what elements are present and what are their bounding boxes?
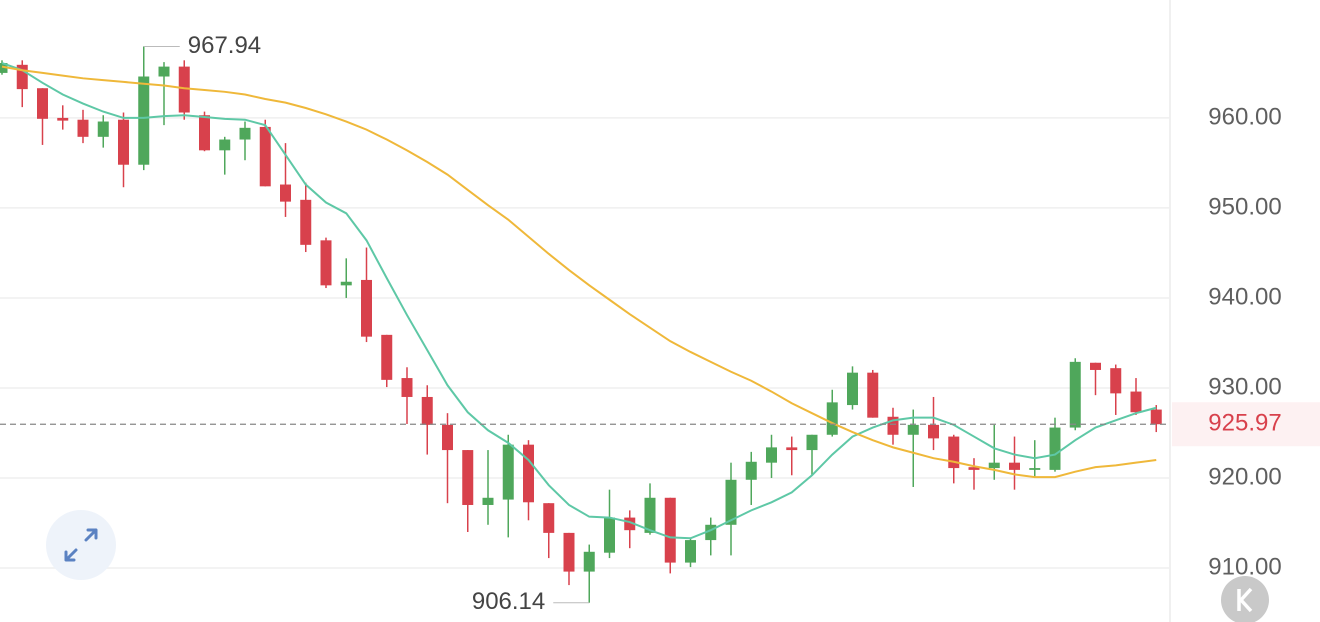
candle-body xyxy=(766,447,777,463)
y-tick-label: 940.00 xyxy=(1208,283,1281,310)
k-icon xyxy=(1237,587,1253,613)
candle-body xyxy=(300,199,312,245)
grid xyxy=(0,117,1170,569)
candle-body xyxy=(421,396,433,425)
candle-body xyxy=(118,119,129,165)
candle-body xyxy=(77,119,89,137)
moving-average-line xyxy=(1,65,1157,479)
candle-body xyxy=(239,127,251,140)
candle-body xyxy=(705,524,717,541)
candle-body xyxy=(219,139,231,151)
y-tick-label: 930.00 xyxy=(1208,373,1281,400)
candle-body xyxy=(826,402,838,435)
low-label: 906.14 xyxy=(472,588,545,615)
k-button[interactable] xyxy=(1221,576,1269,622)
candle-body xyxy=(786,447,798,451)
candle-body xyxy=(178,66,190,113)
expand-button[interactable] xyxy=(46,510,116,580)
candle-body xyxy=(97,121,109,137)
expand-icon xyxy=(64,528,98,562)
high-label: 967.94 xyxy=(188,32,261,59)
candle-body xyxy=(37,88,48,119)
candle-body xyxy=(361,279,372,337)
candle-body xyxy=(401,378,413,397)
candle-body xyxy=(57,117,69,121)
candle-body xyxy=(462,450,474,505)
candle-body xyxy=(280,184,291,202)
candle-body xyxy=(1110,368,1122,394)
candle-body xyxy=(199,115,210,151)
y-tick-label: 910.00 xyxy=(1208,553,1281,580)
y-axis: 910.00 920.00 930.00 940.00 950.00 960.00 925.… xyxy=(1172,103,1320,580)
candle-body xyxy=(583,551,595,572)
candle-body xyxy=(685,540,696,563)
candle-body xyxy=(158,66,170,77)
candle-body xyxy=(604,517,615,553)
k-button-bg xyxy=(1221,576,1269,622)
candle-body xyxy=(644,497,656,533)
y-tick-label: 950.00 xyxy=(1208,193,1281,220)
candle-body xyxy=(1049,427,1061,470)
candle-body xyxy=(725,479,737,525)
candle-body xyxy=(847,372,858,406)
candle-body xyxy=(806,434,818,451)
candle-body xyxy=(664,497,676,563)
expand-button-bg xyxy=(46,510,116,580)
candle-body xyxy=(259,126,271,187)
candle-body xyxy=(907,424,919,435)
candle-body xyxy=(543,503,555,533)
candle-body xyxy=(968,467,980,470)
candle-body xyxy=(502,444,514,500)
candle-body xyxy=(867,372,879,418)
candle-body xyxy=(988,462,1000,469)
candle-body xyxy=(523,444,534,503)
candle-body xyxy=(1130,391,1142,413)
candle-body xyxy=(340,281,352,286)
plot: 967.94 906.14 xyxy=(0,32,1170,615)
candle-body xyxy=(381,334,393,380)
candle-body xyxy=(482,497,494,505)
candle-body xyxy=(928,424,939,439)
candle-body xyxy=(745,461,757,480)
candle-body xyxy=(1150,409,1162,425)
candle-body xyxy=(887,416,899,435)
last-price-bg xyxy=(1172,402,1320,447)
candle-body xyxy=(0,63,8,73)
y-tick-label: 960.00 xyxy=(1208,103,1281,130)
candle-body xyxy=(16,64,28,90)
candle-body xyxy=(138,76,150,165)
candle-body xyxy=(320,240,332,286)
candle-body xyxy=(1009,462,1020,470)
candle-body xyxy=(1029,468,1041,470)
candle-body xyxy=(1069,361,1081,428)
candle-body xyxy=(1090,362,1101,370)
moving-average-line xyxy=(1,62,1157,540)
last-price-label: 925.97 xyxy=(1208,410,1281,437)
y-tick-label: 920.00 xyxy=(1208,463,1281,490)
candle-body xyxy=(948,436,960,469)
candle-body xyxy=(624,517,636,531)
candle-body xyxy=(442,424,453,451)
candle-body xyxy=(563,532,575,572)
